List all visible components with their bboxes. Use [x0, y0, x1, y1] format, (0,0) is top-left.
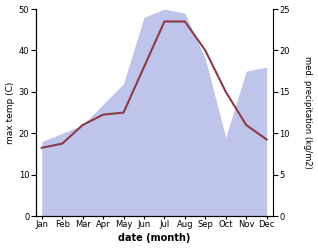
- Y-axis label: med. precipitation (kg/m2): med. precipitation (kg/m2): [303, 56, 313, 169]
- Y-axis label: max temp (C): max temp (C): [5, 81, 15, 144]
- X-axis label: date (month): date (month): [118, 234, 190, 244]
